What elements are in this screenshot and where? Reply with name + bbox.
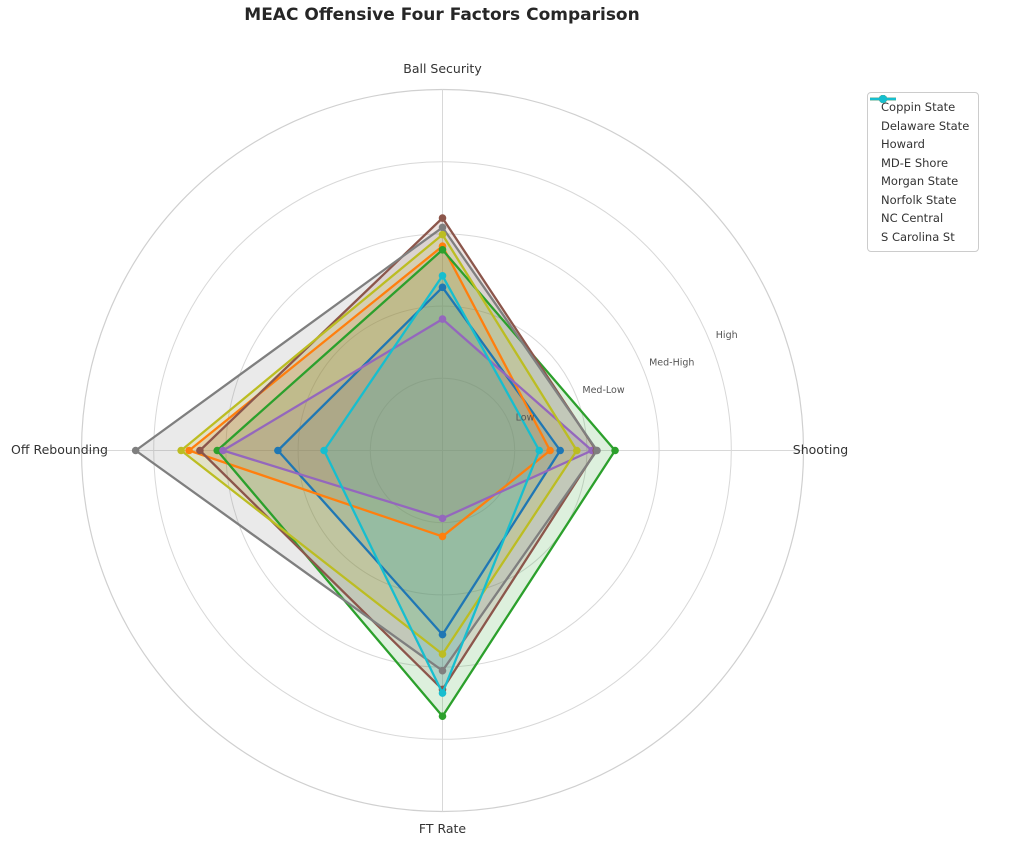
axis-label: Shooting [793, 442, 848, 457]
legend-item: Howard [870, 95, 969, 154]
data-point-marker [556, 446, 564, 455]
radial-tick-label: Med-High [649, 357, 694, 368]
data-point-marker [438, 514, 447, 523]
data-point-marker [320, 446, 328, 455]
legend-item: Norfolk State [870, 95, 969, 210]
legend-item: NC Central [870, 95, 969, 228]
data-point-marker [438, 214, 447, 222]
series-fill [324, 275, 540, 694]
legend-item-label: Morgan State [881, 174, 959, 189]
data-point-marker [213, 446, 222, 455]
data-point-marker [131, 446, 140, 455]
data-point-marker [438, 271, 447, 280]
data-point-marker [438, 223, 447, 232]
series-fill [135, 227, 598, 671]
legend-item: MD-E Shore [870, 95, 969, 173]
data-point-marker [438, 532, 447, 541]
axis-label: Off Rebounding [11, 442, 108, 457]
data-point-marker [438, 666, 447, 675]
data-point-marker [438, 315, 447, 323]
axis-label: Ball Security [403, 61, 482, 76]
radial-tick-label: Med-Low [582, 385, 624, 396]
legend-marker-icon [870, 95, 896, 103]
series-fill [277, 287, 561, 635]
data-point-marker [438, 630, 447, 639]
data-point-marker [185, 446, 193, 455]
data-point-marker [438, 712, 447, 720]
legend-item-label: Howard [881, 137, 925, 152]
legend-item-label: NC Central [881, 211, 944, 226]
legend-item: Morgan State [870, 95, 969, 191]
data-point-marker [177, 446, 185, 455]
data-point-marker [572, 446, 581, 455]
legend-item-label: Norfolk State [881, 192, 957, 207]
data-point-marker [438, 230, 447, 239]
legend-item: S Carolina St [870, 95, 969, 247]
data-point-marker [438, 689, 447, 697]
data-point-marker [611, 446, 619, 455]
chart-title: MEAC Offensive Four Factors Comparison [244, 5, 640, 25]
data-point-marker [438, 245, 447, 254]
data-point-marker [438, 283, 447, 292]
legend-item: Delaware State [870, 95, 970, 136]
data-point-marker [219, 446, 227, 455]
data-point-marker [274, 446, 282, 455]
legend: Coppin State Delaware State Howard MD-E Sho… [867, 92, 980, 252]
data-point-marker [535, 446, 544, 455]
radial-tick-label: Low [516, 413, 535, 424]
data-point-marker [546, 446, 554, 455]
legend-item-label: MD-E Shore [881, 155, 949, 170]
series-fill [189, 246, 551, 537]
legend-item-label: Delaware State [881, 118, 970, 133]
series-fill [223, 319, 592, 519]
series-fill [217, 249, 616, 717]
axis-label: FT Rate [419, 821, 467, 836]
legend-item-label: S Carolina St [881, 229, 955, 244]
data-point-marker [593, 446, 601, 455]
legend-item-label: Coppin State [881, 100, 956, 115]
radial-tick-label: High [716, 330, 738, 341]
data-point-marker [196, 446, 204, 455]
data-point-marker [438, 650, 447, 658]
